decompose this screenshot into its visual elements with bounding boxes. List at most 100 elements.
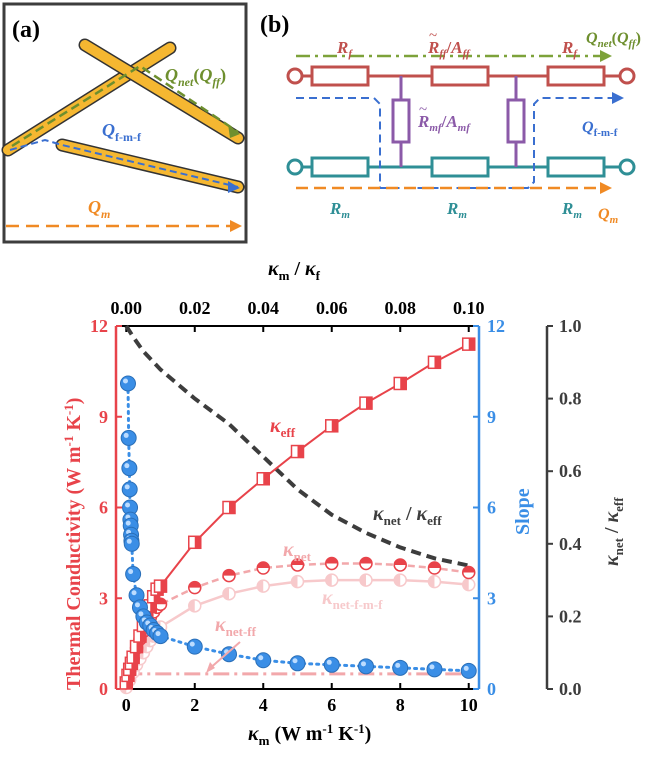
y-ratio-tick-label: 0.0 (559, 679, 582, 699)
q-fmf-label: Qf-m-f (102, 120, 142, 144)
keff-marker (126, 650, 140, 664)
label-q-m: Qm (598, 206, 619, 226)
slope-marker-highlight (125, 502, 131, 508)
y-left-tick-label: 9 (99, 407, 108, 427)
slope-line (126, 381, 471, 673)
keff-marker-fill (365, 397, 372, 410)
q-net-path (11, 64, 239, 148)
slope-marker-ball (460, 662, 477, 679)
knet-marker-fill (359, 557, 372, 564)
knet-marker-fill (257, 562, 270, 568)
q-fmf-path (9, 138, 239, 188)
slope-marker (152, 628, 169, 645)
knet-fmf-marker (222, 586, 236, 601)
slope-marker-highlight (124, 484, 130, 490)
keff-marker (222, 500, 236, 515)
label-rff: Rff/Aff (427, 38, 471, 60)
resistor-rmf-left (391, 98, 411, 144)
slope-marker (460, 662, 477, 679)
knet-marker (461, 565, 476, 580)
slope-marker-ball (123, 535, 140, 552)
slope-marker (426, 661, 443, 678)
slope-marker-ball (186, 638, 203, 655)
y-ratio-tick-label: 0.8 (559, 389, 582, 409)
keff-marker (324, 419, 339, 433)
knet-fmf-marker-fill (325, 574, 332, 587)
main-chart: 0 2 4 6 8 10 0.00 0.02 0.04 0.06 0.08 0.10 0 3 6 9 12 0 3 6… (61, 258, 626, 748)
q-fmf-arrowhead (228, 181, 240, 193)
y-ratio-axis-title: κnet / κeff (601, 497, 626, 566)
keff-marker (393, 376, 407, 391)
knet-marker (290, 558, 305, 572)
label-rm-mid: Rm (446, 199, 467, 221)
series-label-knet: κnet (283, 539, 312, 564)
y-left-tick-label: 0 (99, 679, 108, 699)
knet-fmf-marker (290, 574, 305, 589)
slope-marker-ball (255, 652, 272, 669)
panel-a: (a) Qnet(Qff) Qf-m-f Qm (1, 2, 248, 244)
keff-marker (359, 396, 373, 410)
terminal-node (286, 158, 304, 176)
y-slope-tick-label: 9 (487, 407, 496, 427)
y-slope-axis-title: Slope (512, 488, 534, 535)
panel-b: (b) Rf Rff/Aff ~ Rf Qnet(Qff) (260, 12, 641, 226)
keff-marker (461, 337, 476, 351)
series-layer (119, 324, 477, 695)
top-tick-label: 0.08 (384, 298, 416, 318)
knet-marker (324, 556, 339, 571)
slope-marker (120, 429, 137, 446)
y-ratio-tick-label: 0.6 (559, 461, 582, 481)
y-slope-tick-label: 12 (487, 316, 505, 336)
label-rf-left: Rf (336, 38, 353, 60)
keff-marker-fill (468, 338, 475, 351)
keff-marker (427, 355, 442, 370)
slope-marker (123, 535, 140, 552)
keff-marker-fill (139, 630, 146, 643)
keff-marker-fill (263, 472, 270, 485)
label-rm-right: Rm (561, 199, 582, 221)
knet-ff-pointer-arrowhead (206, 662, 215, 673)
resistor-rm-mid (430, 156, 490, 178)
slope-marker-highlight (292, 658, 298, 664)
terminal-node (618, 158, 636, 176)
knet-marker (188, 580, 202, 595)
keff-marker-fill (194, 536, 201, 549)
knet-marker (359, 556, 373, 571)
slope-marker-highlight (131, 590, 137, 596)
knet-fmf-marker-fill (257, 580, 264, 593)
slope-marker (121, 481, 138, 498)
x-axis-title: κm (W m-1 K-1) (248, 721, 371, 748)
y-left-tick-label: 3 (99, 588, 108, 608)
top-tick-label: 0.06 (316, 298, 348, 318)
y-left-tick-label: 6 (99, 498, 108, 518)
tilde-rmf: ~ (419, 102, 427, 118)
resistor-rf-left (310, 65, 370, 87)
keff-marker (129, 639, 144, 654)
slope-marker (221, 646, 238, 663)
x-tick-label: 10 (460, 695, 478, 715)
slope-marker-highlight (122, 378, 128, 384)
slope-marker-highlight (123, 432, 129, 438)
q-fmf-flow-arrowhead (612, 92, 624, 104)
keff-marker (188, 535, 202, 550)
y-ratio-tick-label: 1.0 (559, 316, 582, 336)
slope-marker-ball (121, 481, 138, 498)
top-axis-title: κm / κf (268, 258, 321, 283)
slope-marker-ball (120, 429, 137, 446)
knet-fmf-marker-fill (359, 574, 366, 587)
slope-marker (255, 652, 272, 669)
resistor-rm-right (546, 156, 606, 178)
ratio-curve (124, 324, 470, 568)
knet-fmf-marker-fill (291, 575, 298, 588)
resistor-rf-right (546, 65, 606, 87)
keff-marker (256, 472, 271, 486)
slope-marker-highlight (189, 641, 195, 647)
x-tick-label: 0 (122, 695, 131, 715)
fiber (80, 40, 243, 143)
slope-marker (121, 460, 138, 477)
panel-b-label: (b) (260, 12, 289, 38)
slope-marker-highlight (360, 661, 366, 667)
slope-marker-highlight (155, 631, 161, 637)
knet-marker-fill (462, 566, 475, 573)
knet-fmf-marker (188, 599, 202, 613)
